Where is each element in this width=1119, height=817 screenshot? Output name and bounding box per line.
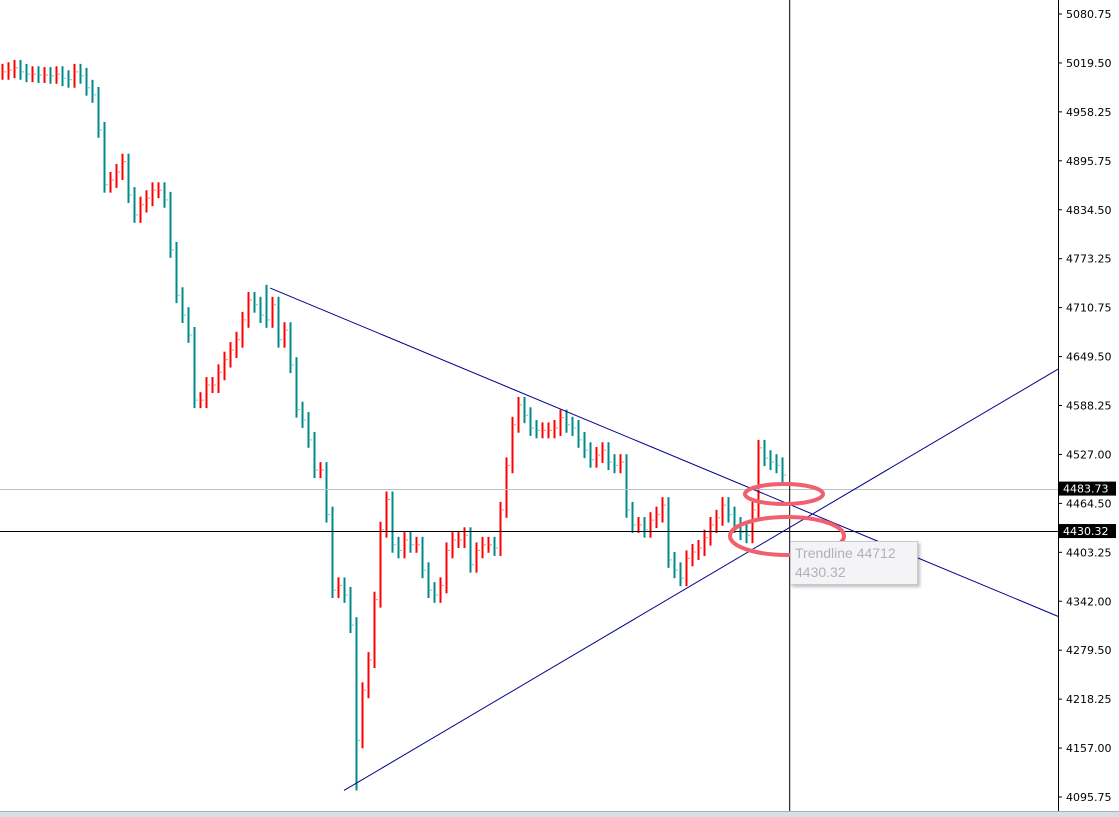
y-tick-label: 4464.50 bbox=[1066, 497, 1112, 510]
y-tick-label: 4279.50 bbox=[1066, 644, 1112, 657]
y-tick-label: 4958.25 bbox=[1066, 106, 1112, 119]
tooltip-line1: Trendline 44712 bbox=[795, 545, 896, 561]
trendline-descending bbox=[270, 287, 1059, 617]
price-tag-label: 4483.73 bbox=[1063, 483, 1109, 496]
annotation-ellipse-lower bbox=[728, 515, 846, 557]
y-tick-label: 4342.00 bbox=[1066, 595, 1112, 608]
horizontal-scrollbar[interactable] bbox=[0, 811, 1119, 817]
annotation-ellipse-upper bbox=[743, 482, 825, 506]
y-tick-label: 4403.25 bbox=[1066, 546, 1112, 559]
y-tick-label: 5080.75 bbox=[1066, 8, 1112, 21]
price-tag-bg bbox=[1059, 524, 1116, 539]
price-tag-bg bbox=[1059, 481, 1116, 496]
y-tick-label: 4773.25 bbox=[1066, 253, 1112, 266]
y-tick-label: 4710.75 bbox=[1066, 302, 1112, 315]
y-tick-label: 4649.50 bbox=[1066, 351, 1112, 364]
y-tick-label: 4095.75 bbox=[1066, 791, 1112, 804]
price-axis[interactable]: 5080.75 5019.50 4958.25 4895.75 4834.50 4773.… bbox=[1058, 8, 1116, 804]
trendline-ascending bbox=[343, 368, 1059, 791]
tooltip-line2: 4430.32 bbox=[795, 564, 846, 580]
y-tick-label: 4588.25 bbox=[1066, 400, 1112, 413]
annotations bbox=[728, 482, 846, 557]
y-tick-label: 4218.25 bbox=[1066, 693, 1112, 706]
trendline-tooltip: Trendline 44712 4430.32 bbox=[790, 541, 918, 585]
y-tick-label: 4527.00 bbox=[1066, 448, 1112, 461]
overlay-lines bbox=[0, 0, 1059, 811]
price-tag-label: 4430.32 bbox=[1063, 525, 1109, 538]
y-tick-label: 4895.75 bbox=[1066, 155, 1112, 168]
price-bars bbox=[1, 59, 786, 791]
y-tick-label: 4157.00 bbox=[1066, 742, 1112, 755]
y-tick-label: 5019.50 bbox=[1066, 57, 1112, 70]
y-tick-label: 4834.50 bbox=[1066, 204, 1112, 217]
